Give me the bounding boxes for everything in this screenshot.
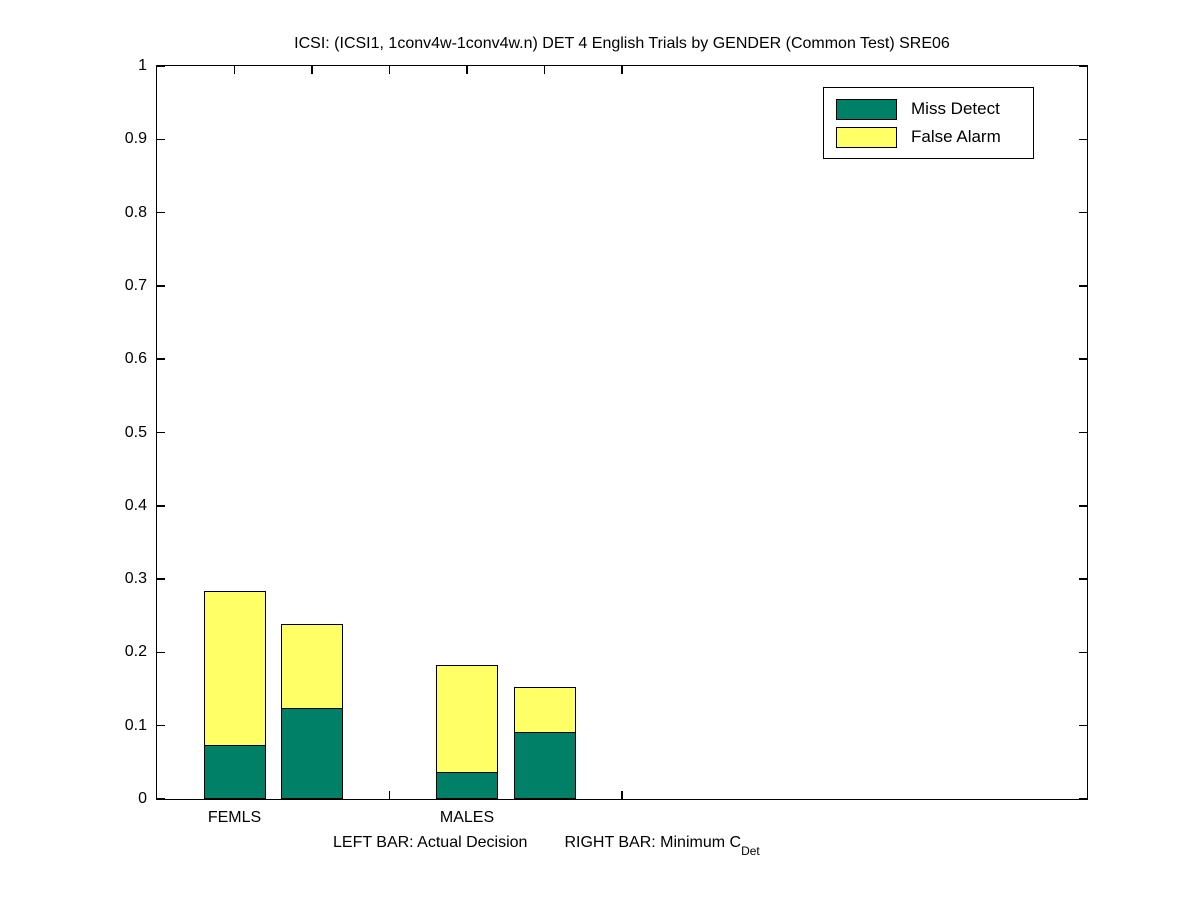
y-axis-tick-right [1079,651,1087,654]
legend: Miss Detect False Alarm [823,87,1034,159]
stacked-bar-femls-minimum [281,623,343,799]
stacked-bar-males-actual [436,664,498,799]
y-axis-tick [157,578,165,580]
y-axis-tick-label: 0 [138,790,147,807]
x-axis-tick [621,791,623,799]
y-axis-tick-label: 0.3 [124,570,147,588]
stacked-bar-males-minimum [513,686,576,799]
y-axis-tick [157,651,165,654]
y-axis-tick-label: 1 [138,57,147,74]
y-axis-tick [157,285,165,287]
y-axis-tick-right [1079,724,1087,727]
y-axis-tick-label: 0.4 [124,496,147,514]
footnote-right-bar-text: RIGHT BAR: Minimum CDet [564,834,760,859]
plot-area: 0 0.1 0.2 0.3 0.4 0.5 0.6 0.7 0.8 0.9 1 FEMLS MALES … [125,57,1088,826]
y-axis-tick-label: 0.5 [124,423,147,441]
y-axis-tick-right [1079,358,1087,360]
y-axis-tick [157,798,165,800]
y-axis-tick [157,505,165,507]
y-axis-tick-right [1079,505,1087,507]
x-axis-category-label: MALES [439,809,495,826]
legend-item-false-alarm: False Alarm [836,123,1033,151]
x-axis-tick-top [388,66,391,74]
legend-swatch-false-alarm [836,126,897,148]
legend-swatch-miss-detect [836,98,897,120]
y-axis-tick-right [1079,65,1087,67]
footnote-subscript: Det [741,844,760,859]
y-axis-tick-label: 0.7 [124,276,147,294]
y-axis-tick-right [1079,138,1087,141]
y-axis-tick-right [1079,285,1087,287]
stacked-bar-femls-actual [203,590,266,799]
x-axis-tick [388,791,391,799]
bar-segment-miss-detect [204,744,265,798]
x-axis-tick-top [311,66,313,74]
y-axis-tick-label: 0.6 [124,350,147,368]
y-axis-tick-right [1079,431,1087,434]
y-axis-tick-label: 0.2 [124,643,147,661]
y-axis-tick [157,724,165,727]
chart-title: ICSI: (ICSI1, 1conv4w-1conv4w.n) DET 4 E… [294,35,950,52]
y-axis-tick [157,65,165,67]
x-axis-tick-top [543,66,546,74]
footnote-left-bar-text: LEFT BAR: Actual Decision [333,834,528,851]
legend-item-miss-detect: Miss Detect [836,95,1033,123]
bar-segment-miss-detect [514,732,575,798]
y-axis-tick-right [1079,798,1087,800]
bar-segment-miss-detect [282,707,342,798]
y-axis-tick [157,138,165,141]
x-axis-tick-top [233,66,236,74]
y-axis-tick-right [1079,578,1087,580]
bar-segment-miss-detect [437,771,497,798]
y-axis-tick-right [1079,211,1087,214]
y-axis-tick [157,358,165,360]
x-axis-category-label: FEMLS [207,809,262,826]
legend-label: Miss Detect [911,99,1000,118]
legend-label: False Alarm [911,127,1001,146]
bar-meaning-footnote: LEFT BAR: Actual Decision RIGHT BAR: Mini… [156,833,1088,859]
y-axis-tick-label: 0.8 [124,203,147,221]
y-axis-tick [157,431,165,434]
y-axis-tick-label: 0.1 [124,716,147,734]
x-axis-tick-top [466,66,468,74]
y-axis-tick [157,211,165,214]
x-axis-tick-top [621,66,623,74]
y-axis-tick-label: 0.9 [124,130,147,148]
